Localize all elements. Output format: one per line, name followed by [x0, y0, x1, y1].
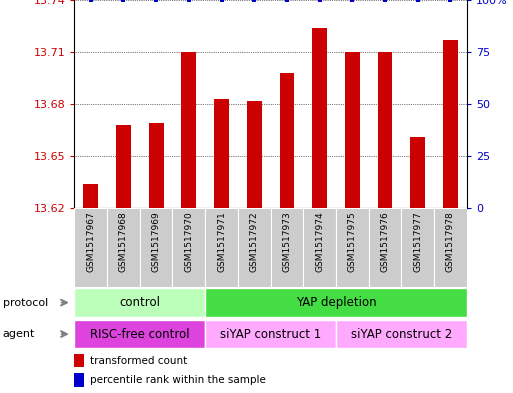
Bar — [140, 208, 172, 287]
Text: GSM1517978: GSM1517978 — [446, 211, 455, 272]
Point — [250, 0, 259, 3]
Point — [413, 0, 422, 3]
Bar — [107, 208, 140, 287]
Text: GSM1517968: GSM1517968 — [119, 211, 128, 272]
Bar — [312, 28, 327, 208]
Bar — [149, 123, 164, 208]
Bar — [74, 288, 205, 317]
Point — [381, 0, 389, 3]
Text: GSM1517969: GSM1517969 — [152, 211, 161, 272]
Text: siYAP construct 1: siYAP construct 1 — [220, 327, 321, 341]
Point — [315, 0, 324, 3]
Text: YAP depletion: YAP depletion — [295, 296, 377, 309]
Text: agent: agent — [3, 329, 35, 339]
Point — [120, 0, 128, 3]
Bar — [74, 208, 107, 287]
Bar — [378, 52, 392, 208]
Text: GSM1517977: GSM1517977 — [413, 211, 422, 272]
Bar — [410, 137, 425, 208]
Point — [87, 0, 95, 3]
Text: GSM1517975: GSM1517975 — [348, 211, 357, 272]
Bar — [116, 125, 131, 208]
Bar — [238, 208, 271, 287]
Bar — [280, 73, 294, 208]
Bar — [336, 320, 467, 348]
Bar — [74, 320, 205, 348]
Bar — [270, 208, 303, 287]
Text: GSM1517967: GSM1517967 — [86, 211, 95, 272]
Bar — [205, 208, 238, 287]
Bar — [74, 354, 84, 367]
Text: siYAP construct 2: siYAP construct 2 — [351, 327, 452, 341]
Bar — [345, 52, 360, 208]
Bar — [74, 373, 84, 387]
Text: percentile rank within the sample: percentile rank within the sample — [90, 375, 266, 386]
Text: RISC-free control: RISC-free control — [90, 327, 190, 341]
Point — [348, 0, 357, 3]
Text: GSM1517971: GSM1517971 — [217, 211, 226, 272]
Bar — [172, 208, 205, 287]
Text: GSM1517973: GSM1517973 — [283, 211, 291, 272]
Text: transformed count: transformed count — [90, 356, 187, 366]
Bar — [369, 208, 401, 287]
Text: protocol: protocol — [3, 298, 48, 308]
Point — [446, 0, 455, 3]
Bar — [214, 99, 229, 208]
Bar — [434, 208, 467, 287]
Bar — [336, 208, 369, 287]
Text: GSM1517976: GSM1517976 — [381, 211, 389, 272]
Bar — [303, 208, 336, 287]
Text: GSM1517974: GSM1517974 — [315, 211, 324, 272]
Bar — [401, 208, 434, 287]
Bar — [84, 184, 98, 208]
Point — [152, 0, 160, 3]
Bar — [205, 320, 336, 348]
Bar — [247, 101, 262, 208]
Text: GSM1517970: GSM1517970 — [184, 211, 193, 272]
Point — [283, 0, 291, 3]
Text: control: control — [120, 296, 160, 309]
Point — [218, 0, 226, 3]
Bar — [443, 40, 458, 208]
Bar — [205, 288, 467, 317]
Bar — [182, 52, 196, 208]
Point — [185, 0, 193, 3]
Text: GSM1517972: GSM1517972 — [250, 211, 259, 272]
